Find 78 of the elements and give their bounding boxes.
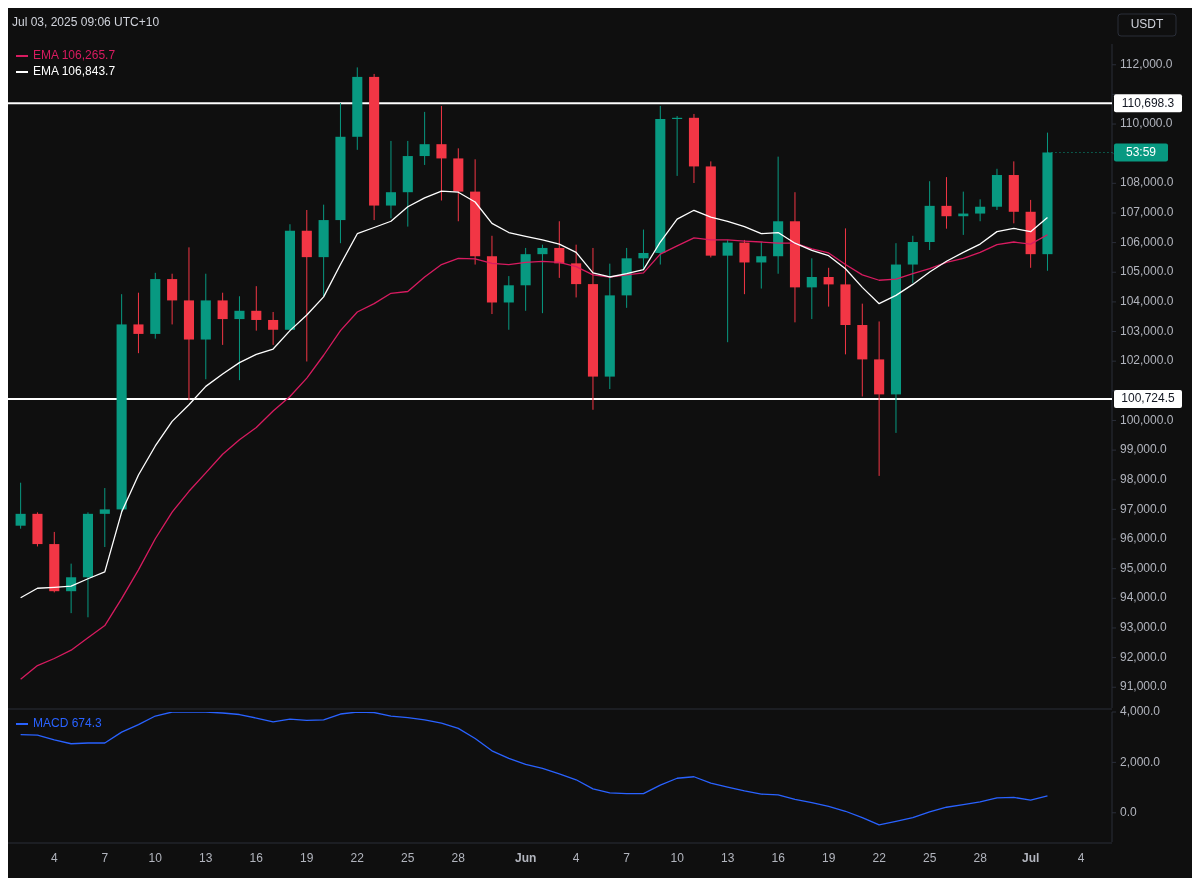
candlestick (217, 292, 228, 346)
line-series (19, 712, 1049, 826)
y-tick-label: 91,000.0 (1120, 679, 1168, 694)
candlestick (907, 235, 918, 284)
y-tick-label: 97,000.0 (1120, 501, 1168, 516)
candlestick (268, 311, 279, 346)
x-tick-label: 28 (451, 851, 466, 865)
y-tick-label: 104,000.0 (1120, 294, 1174, 309)
y-tick-label: 112,000.0 (1120, 56, 1173, 71)
y-tick-label: 102,000.0 (1120, 353, 1174, 368)
x-tick-label: 13 (720, 851, 735, 865)
candlestick (806, 257, 817, 320)
candlestick (66, 563, 77, 614)
candlestick (638, 229, 649, 271)
x-tick-label: 28 (973, 851, 988, 865)
y-tick-label: 93,000.0 (1120, 620, 1168, 635)
y-tick-label: 103,000.0 (1120, 323, 1174, 338)
y-tick-label: 105,000.0 (1120, 264, 1174, 279)
candlestick (756, 241, 767, 290)
y-tick-label: 2,000.0 (1120, 754, 1161, 769)
candlestick (941, 176, 952, 230)
candlestick (167, 273, 178, 325)
y-axis-title: USDT (1130, 17, 1164, 32)
candlestick (15, 482, 26, 530)
y-tick-label: 107,000.0 (1120, 205, 1174, 220)
x-tick-label: 10 (148, 851, 163, 865)
y-tick-label: 0.0 (1120, 804, 1138, 819)
x-tick-label: Jul (1021, 851, 1040, 865)
candlestick (234, 295, 245, 381)
line-series (19, 234, 1049, 680)
candlestick (975, 198, 986, 222)
x-tick-label: Jun (514, 851, 537, 865)
x-tick-label: 7 (623, 851, 631, 865)
x-tick-label: 7 (101, 851, 109, 865)
candlestick (823, 267, 834, 308)
y-tick-label: 100,000.0 (1120, 412, 1174, 427)
y-tick-label: 99,000.0 (1120, 442, 1168, 457)
x-tick-label: 25 (401, 851, 415, 865)
y-tick-label: 110,000.0 (1120, 116, 1173, 131)
legend-label: EMA 106,265.7 (33, 48, 116, 63)
candlestick (99, 487, 110, 548)
ref-line-label: 110,698.3 (1121, 95, 1175, 110)
legend-label: MACD 674.3 (33, 716, 103, 731)
candlestick (503, 275, 514, 331)
legend-label: EMA 106,843.7 (33, 64, 116, 79)
candlestick (436, 105, 447, 202)
candlestick (537, 244, 548, 314)
candlestick (251, 285, 262, 332)
candlestick (722, 239, 733, 343)
y-tick-label: 95,000.0 (1120, 560, 1168, 575)
x-tick-label: 22 (350, 851, 365, 865)
y-tick-label: 94,000.0 (1120, 590, 1168, 605)
y-tick-label: 96,000.0 (1120, 531, 1168, 546)
x-tick-label: 19 (300, 851, 314, 865)
x-tick-label: 4 (572, 851, 580, 865)
x-tick-label: 10 (670, 851, 685, 865)
x-tick-label: 22 (872, 851, 887, 865)
y-tick-label: 106,000.0 (1120, 234, 1174, 249)
x-tick-label: 19 (821, 851, 836, 865)
candlestick (739, 239, 750, 295)
y-tick-label: 92,000.0 (1120, 649, 1168, 664)
x-tick-label: 4 (50, 851, 58, 865)
x-tick-label: 16 (249, 851, 264, 865)
candlestick (133, 292, 144, 354)
x-tick-label: 4 (1077, 851, 1085, 865)
annotation: 53:59 (1125, 144, 1157, 159)
x-tick-label: 13 (199, 851, 213, 865)
candlestick (419, 111, 430, 166)
x-tick-label: 25 (922, 851, 937, 865)
x-tick-label: 16 (771, 851, 786, 865)
y-tick-label: 98,000.0 (1120, 471, 1168, 486)
y-tick-label: 108,000.0 (1120, 175, 1174, 190)
candlestick (571, 244, 582, 298)
y-tick-label: 4,000.0 (1120, 704, 1161, 719)
candlestick (554, 220, 565, 279)
ref-line-label: 100,724.5 (1121, 391, 1176, 406)
text: Jul 03, 2025 09:06 UTC+10 (12, 15, 160, 29)
candlestick (385, 140, 397, 219)
